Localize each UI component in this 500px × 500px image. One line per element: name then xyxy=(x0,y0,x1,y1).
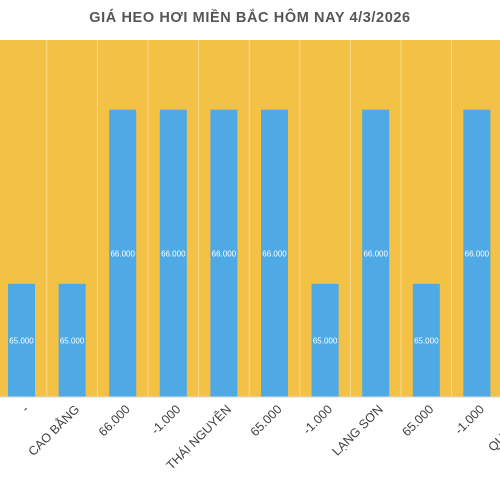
x-tick-label: - xyxy=(19,402,32,415)
chart-title: GIÁ HEO HƠI MIỀN BẮC HÔM NAY 4/3/2026 xyxy=(89,10,411,26)
bar xyxy=(261,109,288,397)
bar xyxy=(159,109,187,397)
bar xyxy=(362,109,390,397)
data-label: 66.000 xyxy=(363,249,388,258)
data-label: 66.000 xyxy=(110,249,135,258)
x-tick-label: 65.000 xyxy=(248,402,285,439)
bar xyxy=(58,283,86,397)
x-tick-label: LẠNG SƠN xyxy=(330,402,386,458)
x-tick-label: -1.000 xyxy=(148,402,183,437)
bar xyxy=(463,109,491,397)
data-label: 65.000 xyxy=(60,336,85,345)
bar xyxy=(8,283,35,397)
x-tick-label: 66.000 xyxy=(96,402,133,439)
data-label: 65.000 xyxy=(414,336,439,345)
x-tick-label: -1.000 xyxy=(300,402,335,437)
x-tick-label: QUẢNG ... xyxy=(485,402,500,455)
data-label: 66.000 xyxy=(212,249,237,258)
bar xyxy=(311,283,339,397)
bar xyxy=(412,283,440,397)
data-label: 66.000 xyxy=(161,249,186,258)
data-label: 65.000 xyxy=(9,336,34,345)
data-label: 66.000 xyxy=(262,249,287,258)
data-label: 65.000 xyxy=(313,336,338,345)
bar xyxy=(210,109,238,397)
x-tick-label: 65.000 xyxy=(399,402,436,439)
x-tick-label: -1.000 xyxy=(452,402,487,437)
bar xyxy=(109,109,137,397)
data-label: 66.000 xyxy=(465,249,490,258)
x-tick-label: CAO BẰNG xyxy=(25,402,82,459)
